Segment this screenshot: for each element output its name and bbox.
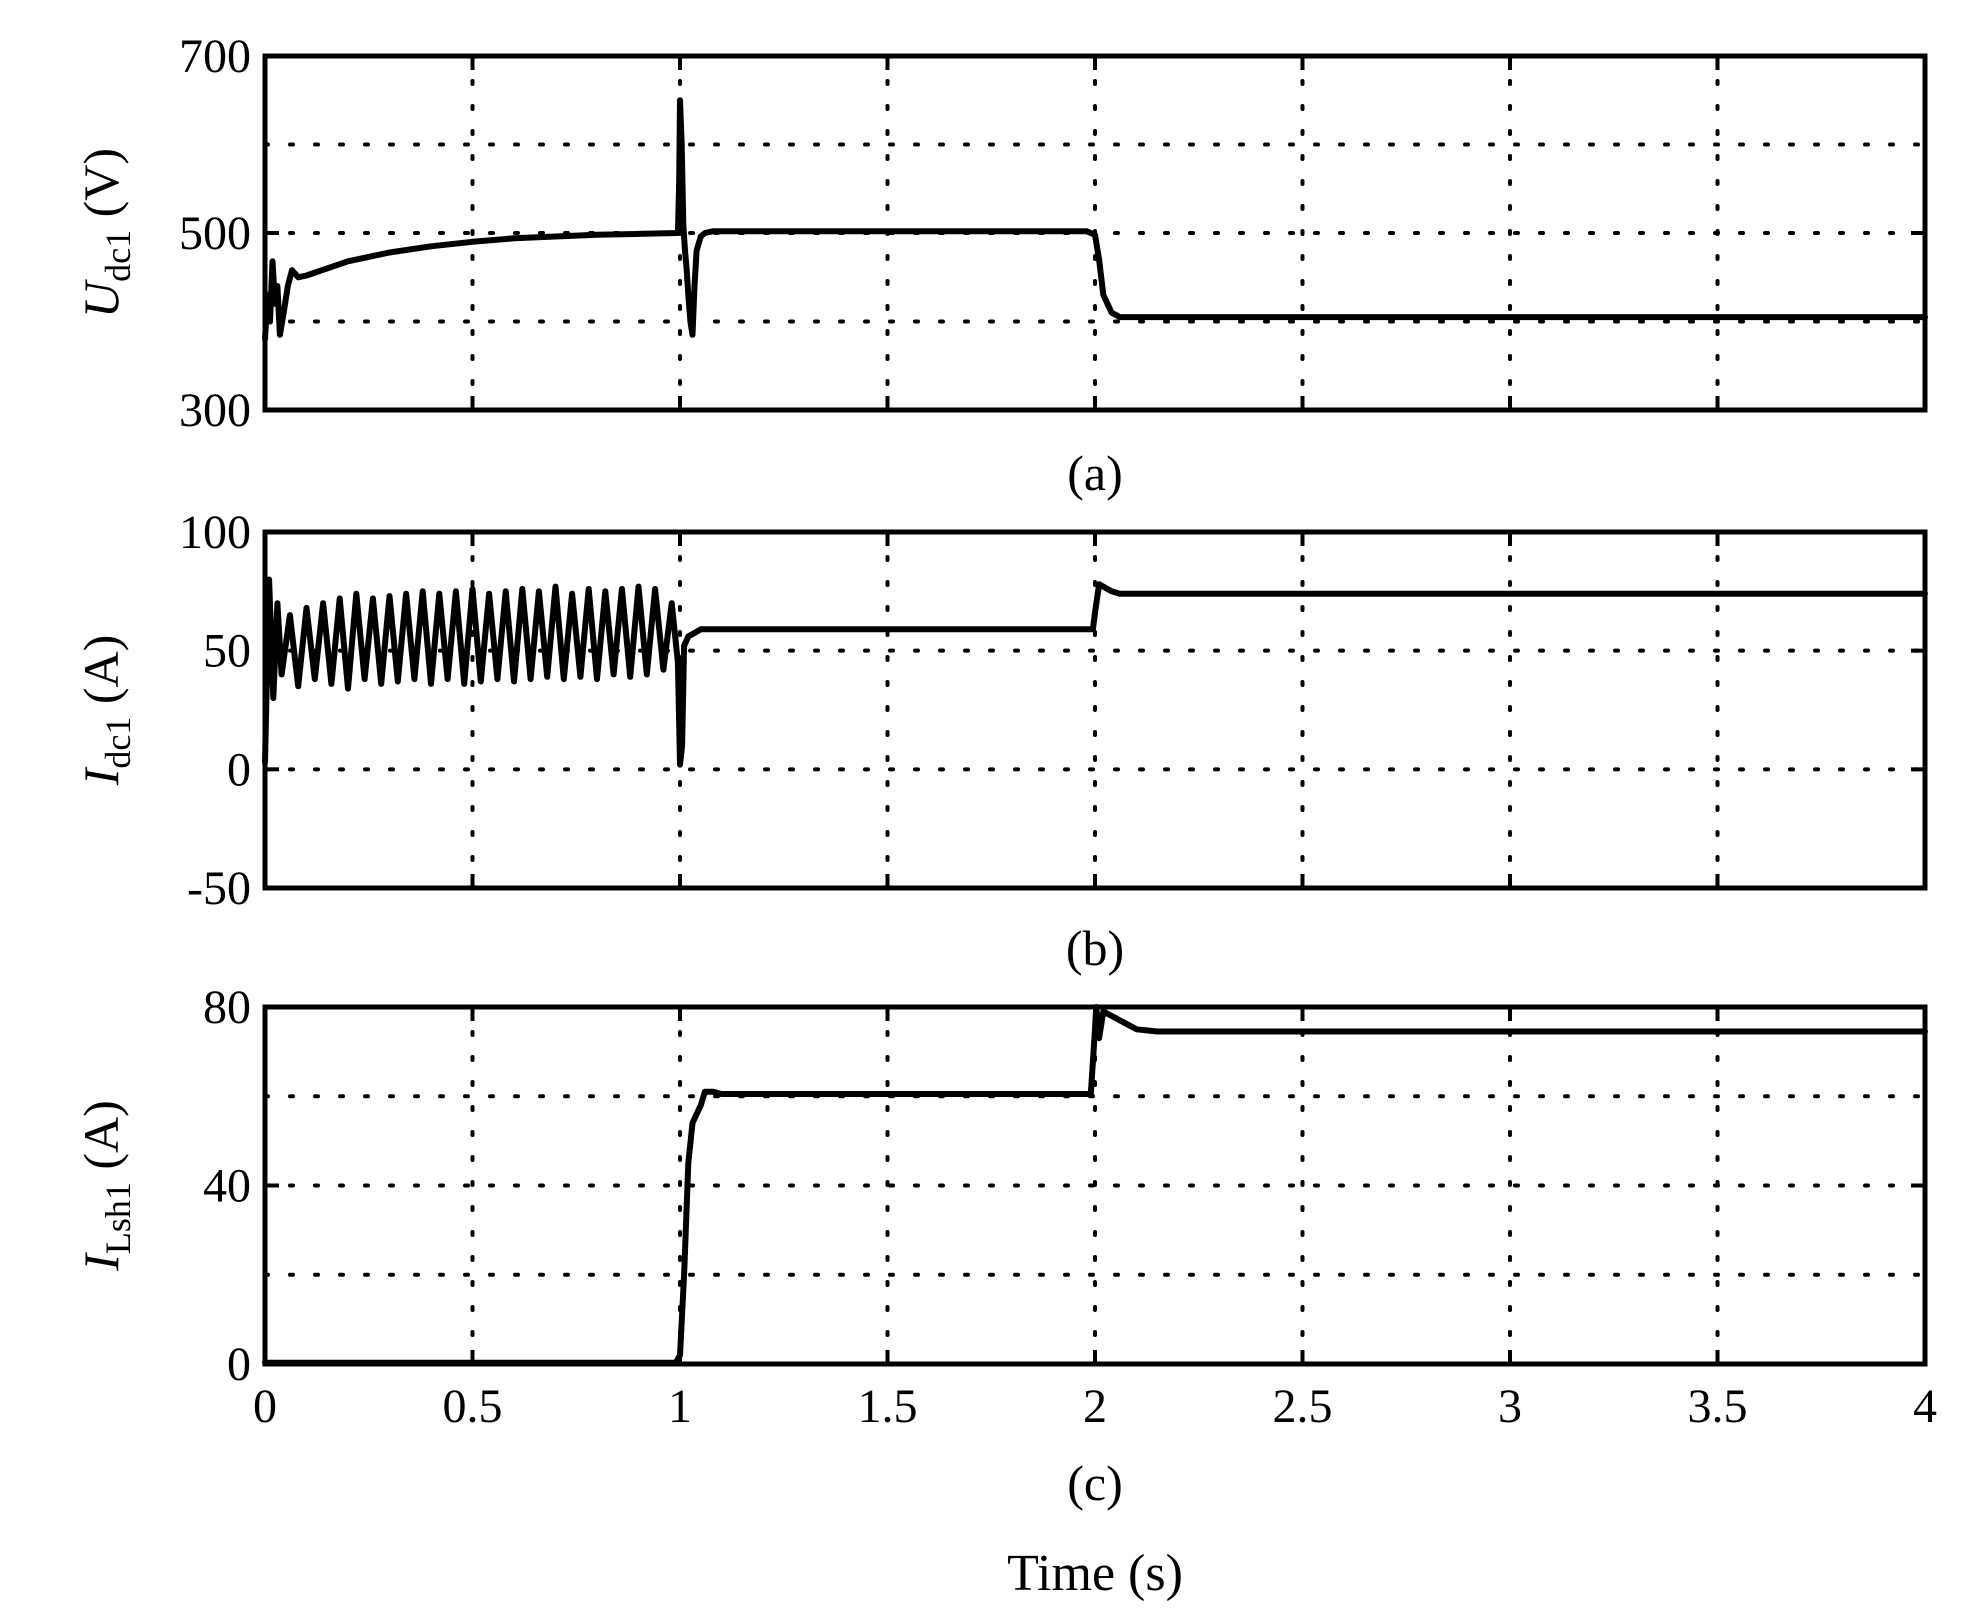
panel-b: -50 0 50 100 Idc1 (A) (b) <box>73 506 1928 976</box>
y-axis-label: Idc1 (A) <box>73 635 138 787</box>
ytick-label: -50 <box>187 862 251 915</box>
ytick-label: 50 <box>203 625 251 678</box>
panel-caption: (c) <box>1067 1455 1123 1511</box>
y-axis-subscript: dc1 <box>98 230 138 282</box>
ytick-label: 80 <box>203 981 251 1034</box>
xtick-label: 1.5 <box>858 1380 918 1433</box>
y-axis-symbol: I <box>73 1252 129 1272</box>
y-axis-symbol: U <box>73 279 129 318</box>
xtick-label: 4 <box>1913 1380 1937 1433</box>
ytick-label: 40 <box>203 1160 251 1213</box>
y-axis-subscript: dc1 <box>98 717 138 769</box>
y-axis-unit: (A) <box>73 635 129 717</box>
x-axis-label: Time (s) <box>1007 1545 1183 1602</box>
xtick-label: 3 <box>1498 1380 1522 1433</box>
ytick-label: 700 <box>179 30 251 83</box>
y-axis-unit: (A) <box>73 1100 129 1182</box>
y-axis-label: Udc1 (V) <box>73 148 138 318</box>
panel-caption: (a) <box>1067 445 1123 501</box>
xtick-label: 2.5 <box>1273 1380 1333 1433</box>
panel-c: 0 40 80 0 0.5 1 1.5 2 2.5 3 3.5 4 ILsh1 (A) (c) Time (… <box>73 981 1937 1602</box>
ytick-label: 100 <box>179 506 251 559</box>
ytick-label: 500 <box>179 207 251 260</box>
xtick-label: 2 <box>1083 1380 1107 1433</box>
xtick-label: 0.5 <box>443 1380 503 1433</box>
xtick-label: 0 <box>253 1380 277 1433</box>
y-axis-symbol: I <box>73 766 129 786</box>
series-line <box>262 1004 1928 1366</box>
xtick-label: 1 <box>668 1380 692 1433</box>
panel-a: 300 500 700 Udc1 (V) (a) <box>73 30 1928 501</box>
y-axis-subscript: Lsh1 <box>98 1182 138 1254</box>
y-axis-unit: (V) <box>73 148 129 230</box>
ytick-label: 300 <box>179 384 251 437</box>
series-line <box>262 97 1928 343</box>
panel-caption: (b) <box>1066 920 1124 976</box>
ytick-label: 0 <box>227 743 251 796</box>
series-line <box>262 576 1928 768</box>
ytick-label: 0 <box>227 1338 251 1391</box>
y-axis-label: ILsh1 (A) <box>73 1100 138 1272</box>
xtick-label: 3.5 <box>1688 1380 1748 1433</box>
